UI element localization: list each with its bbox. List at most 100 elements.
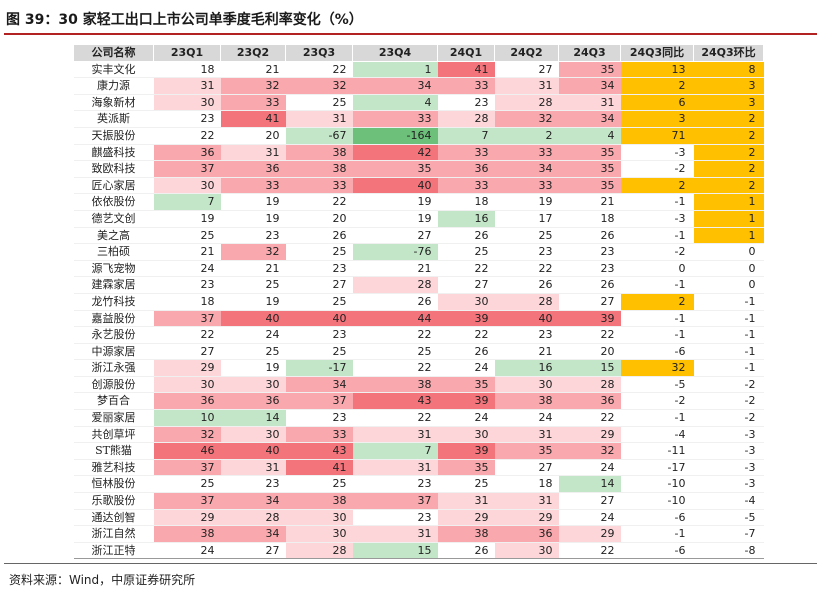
margin-cell: 23 — [494, 326, 559, 344]
table-row: 通达创智 29 28 30 23 29 29 24 -6 -5 — [73, 509, 764, 527]
yoy-change-cell: 2 — [620, 77, 694, 95]
column-header: 23Q1 — [153, 44, 221, 62]
margin-cell: 42 — [352, 144, 438, 162]
margin-cell: 24 — [153, 260, 221, 278]
qoq-change-cell: 0 — [693, 276, 764, 294]
margin-cell: 35 — [558, 144, 621, 162]
margin-cell: 19 — [352, 210, 438, 228]
company-name: 天振股份 — [73, 127, 154, 145]
table-row: 创源股份 30 30 34 38 35 30 28 -5 -2 — [73, 376, 764, 394]
table-row: 源飞宠物 24 21 23 21 22 22 23 0 0 — [73, 260, 764, 278]
qoq-change-cell: -2 — [693, 392, 764, 411]
table-row: 匠心家居 30 33 33 40 33 33 35 2 2 — [73, 177, 764, 195]
margin-cell: 25 — [153, 227, 221, 245]
margin-cell: 27 — [558, 492, 621, 510]
qoq-change-cell: 2 — [693, 144, 764, 162]
yoy-change-cell: -1 — [620, 276, 694, 294]
yoy-change-cell: 0 — [620, 260, 694, 278]
table-row: 依依股份 7 19 22 19 18 19 21 -1 1 — [73, 193, 764, 211]
margin-cell: 30 — [285, 509, 353, 527]
margin-cell: 40 — [352, 177, 438, 195]
qoq-change-cell: -3 — [693, 442, 764, 460]
margin-cell: 16 — [494, 359, 559, 377]
yoy-change-cell: -3 — [620, 210, 694, 228]
margin-cell: 20 — [285, 210, 353, 228]
header-row: 公司名称 23Q1 23Q2 23Q3 23Q4 24Q1 24Q2 24Q3 24Q3同比 24… — [73, 44, 764, 62]
margin-cell: 19 — [153, 210, 221, 228]
company-name: 康力源 — [73, 77, 154, 95]
company-name: 建霖家居 — [73, 276, 154, 294]
margin-cell: 20 — [558, 343, 621, 361]
company-name: 美之高 — [73, 227, 154, 245]
yoy-change-cell: -2 — [620, 243, 694, 261]
margin-cell: 22 — [285, 193, 353, 211]
qoq-change-cell: 3 — [693, 77, 764, 95]
margin-cell: -76 — [352, 243, 438, 261]
margin-cell: 26 — [494, 276, 559, 294]
table-row: 建霖家居 23 25 27 28 27 26 26 -1 0 — [73, 276, 764, 294]
company-name: 浙江正特 — [73, 542, 154, 560]
margin-cell: 27 — [220, 542, 286, 560]
qoq-change-cell: -5 — [693, 509, 764, 527]
margin-cell: 31 — [352, 525, 438, 543]
margin-cell: 10 — [153, 409, 221, 427]
company-name: 源飞宠物 — [73, 260, 154, 278]
margin-cell: 22 — [153, 326, 221, 344]
margin-cell: 40 — [494, 310, 559, 328]
margin-cell: 31 — [494, 426, 559, 444]
margin-cell: 29 — [558, 525, 621, 543]
table-row: 浙江永强 29 19 -17 22 24 16 15 32 -1 — [73, 359, 764, 377]
yoy-change-cell: -1 — [620, 409, 694, 427]
qoq-change-cell: 2 — [693, 127, 764, 145]
company-name: 浙江自然 — [73, 525, 154, 543]
company-name: 海象新材 — [73, 94, 154, 112]
margin-cell: 25 — [220, 276, 286, 294]
yoy-change-cell: -1 — [620, 193, 694, 211]
margin-cell: 27 — [285, 276, 353, 294]
company-name: 麒盛科技 — [73, 144, 154, 162]
table-row: 浙江正特 24 27 28 15 26 30 22 -6 -8 — [73, 542, 764, 560]
margin-cell: 38 — [285, 144, 353, 162]
yoy-change-cell: -4 — [620, 426, 694, 444]
margin-cell: 36 — [220, 160, 286, 178]
company-name: 创源股份 — [73, 376, 154, 394]
company-name: 梦百合 — [73, 392, 154, 411]
qoq-change-cell: -3 — [693, 475, 764, 494]
table-row: 麒盛科技 36 31 38 42 33 33 35 -3 2 — [73, 144, 764, 162]
margin-cell: 36 — [220, 392, 286, 411]
margin-cell: 21 — [153, 243, 221, 261]
margin-cell: 31 — [220, 459, 286, 477]
margin-cell: 33 — [437, 77, 495, 95]
margin-cell: 38 — [285, 492, 353, 510]
gross-margin-table: 公司名称 23Q1 23Q2 23Q3 23Q4 24Q1 24Q2 24Q3 24Q3同比 24… — [73, 44, 764, 560]
margin-cell: 25 — [285, 343, 353, 361]
margin-cell: 30 — [437, 426, 495, 444]
company-name: 龙竹科技 — [73, 293, 154, 311]
margin-cell: 31 — [352, 426, 438, 444]
title-rule — [4, 33, 817, 35]
yoy-change-cell: -6 — [620, 542, 694, 560]
margin-cell: 43 — [352, 392, 438, 411]
margin-cell: 19 — [494, 193, 559, 211]
margin-cell: 30 — [153, 94, 221, 112]
company-name: 共创草坪 — [73, 426, 154, 444]
margin-cell: 2 — [494, 127, 559, 145]
company-name: 匠心家居 — [73, 177, 154, 195]
yoy-change-cell: -2 — [620, 392, 694, 411]
company-name: 爱丽家居 — [73, 409, 154, 427]
margin-cell: 37 — [285, 392, 353, 411]
margin-cell: 25 — [285, 475, 353, 494]
margin-cell: 35 — [558, 177, 621, 195]
qoq-change-cell: -1 — [693, 326, 764, 344]
margin-cell: 27 — [494, 459, 559, 477]
qoq-change-cell: 2 — [693, 160, 764, 178]
margin-cell: 15 — [352, 542, 438, 560]
qoq-change-cell: 1 — [693, 227, 764, 245]
margin-cell: 16 — [437, 210, 495, 228]
company-name: 永艺股份 — [73, 326, 154, 344]
qoq-change-cell: -1 — [693, 293, 764, 311]
margin-cell: 31 — [352, 459, 438, 477]
margin-cell: 35 — [437, 376, 495, 394]
margin-cell: 28 — [494, 293, 559, 311]
margin-cell: 23 — [558, 243, 621, 261]
